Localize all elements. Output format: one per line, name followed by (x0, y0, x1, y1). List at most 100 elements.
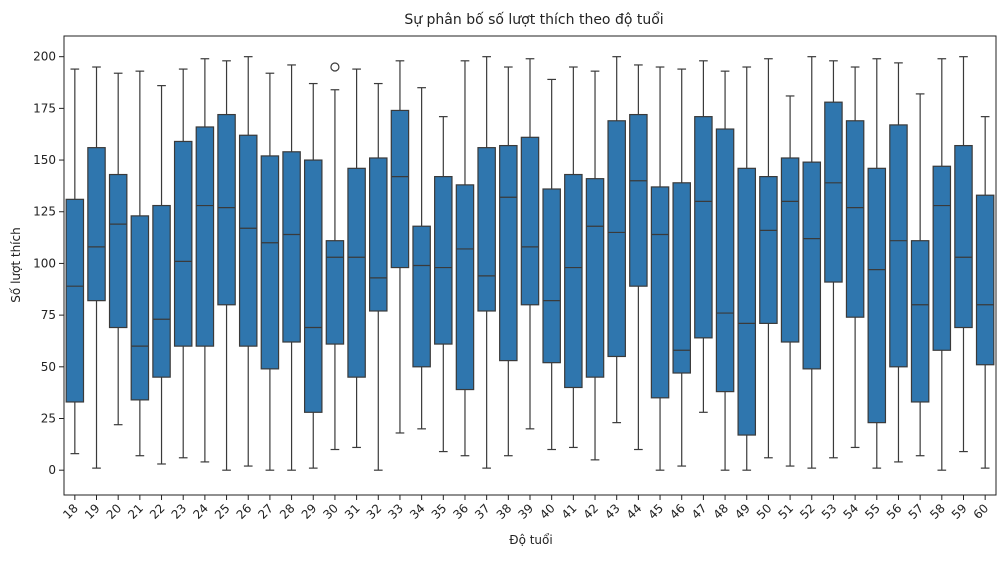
x-tick-label: 41 (559, 501, 580, 522)
y-tick-label: 25 (41, 412, 56, 426)
box-48 (715, 128, 735, 393)
x-tick-label: 45 (645, 501, 666, 522)
box-23 (173, 140, 193, 347)
y-tick-label: 100 (33, 256, 56, 270)
x-tick-label: 40 (537, 501, 558, 522)
x-tick-label: 48 (710, 501, 731, 522)
x-tick-label: 57 (906, 501, 927, 522)
x-tick-label: 31 (342, 501, 363, 522)
box-36 (455, 184, 475, 391)
y-tick-label: 50 (41, 360, 56, 374)
x-tick-label: 26 (234, 501, 255, 522)
y-tick-label: 150 (33, 153, 56, 167)
box-45 (650, 186, 670, 399)
box-50 (759, 175, 778, 324)
box-49 (737, 167, 757, 436)
x-tick-label: 44 (624, 501, 645, 522)
box-20 (108, 173, 128, 329)
box-60 (975, 194, 995, 366)
box-31 (347, 167, 366, 378)
x-tick-label: 20 (104, 501, 125, 522)
box-57 (910, 240, 930, 403)
x-tick-label: 35 (429, 501, 450, 522)
box-59 (954, 144, 973, 329)
box-41 (564, 173, 583, 389)
y-axis-label: Số lượt thích (9, 227, 23, 302)
y-tick-label: 175 (33, 101, 56, 115)
box-33 (390, 109, 410, 269)
box-43 (607, 120, 626, 358)
box-30 (325, 240, 345, 345)
box-27 (260, 155, 280, 370)
y-tick-label: 200 (33, 50, 56, 64)
box-34 (412, 225, 431, 368)
x-tick-label: 34 (407, 501, 428, 522)
box-38 (499, 144, 518, 362)
x-tick-label: 24 (190, 501, 211, 522)
x-tick-label: 53 (819, 501, 840, 522)
box-22 (152, 204, 171, 378)
x-tick-label: 33 (385, 501, 406, 522)
box-52 (802, 161, 822, 370)
x-tick-label: 46 (667, 501, 688, 522)
x-tick-label: 49 (732, 501, 753, 522)
x-tick-label: 25 (212, 501, 233, 522)
box-53 (824, 101, 843, 283)
box-37 (477, 147, 496, 312)
box-56 (889, 124, 908, 368)
box-51 (780, 157, 800, 343)
x-tick-label: 38 (494, 501, 515, 522)
x-tick-label: 30 (320, 501, 341, 522)
box-54 (845, 120, 865, 318)
x-tick-label: 36 (450, 501, 471, 522)
x-tick-label: 55 (862, 501, 883, 522)
box-47 (694, 116, 713, 339)
x-tick-label: 18 (60, 501, 81, 522)
x-tick-label: 60 (971, 501, 992, 522)
x-tick-label: 42 (580, 501, 601, 522)
x-tick-label: 58 (927, 501, 948, 522)
x-axis-label: Độ tuổi (509, 533, 552, 547)
box-26 (238, 134, 258, 347)
outlier-point (330, 62, 340, 72)
box-18 (65, 198, 85, 403)
y-tick-label: 0 (48, 463, 56, 477)
x-tick-label: 21 (125, 501, 146, 522)
x-tick-label: 22 (147, 501, 168, 522)
chart-title: Sự phân bố số lượt thích theo độ tuổi (404, 11, 663, 28)
x-tick-label: 43 (602, 501, 623, 522)
box-32 (369, 157, 388, 312)
y-tick-label: 125 (33, 205, 56, 219)
box-44 (629, 113, 648, 287)
box-35 (434, 175, 453, 345)
box-58 (932, 165, 952, 351)
x-tick-label: 47 (689, 501, 710, 522)
box-46 (672, 182, 691, 374)
x-tick-label: 54 (841, 501, 862, 522)
x-tick-label: 50 (754, 501, 775, 522)
box-39 (520, 136, 540, 306)
box-55 (867, 167, 887, 424)
box-25 (217, 113, 236, 306)
box-29 (303, 159, 323, 413)
y-tick-label: 75 (41, 308, 56, 322)
x-tick-label: 37 (472, 501, 493, 522)
x-tick-label: 27 (255, 501, 276, 522)
box-42 (585, 178, 605, 378)
box-24 (195, 126, 215, 347)
box-40 (542, 188, 561, 364)
x-tick-label: 39 (515, 501, 536, 522)
box-28 (282, 151, 301, 343)
x-tick-label: 29 (299, 501, 320, 522)
box-19 (87, 147, 106, 302)
plot-frame (63, 35, 997, 496)
x-tick-label: 32 (364, 501, 385, 522)
x-tick-label: 28 (277, 501, 298, 522)
x-tick-label: 56 (884, 501, 905, 522)
x-tick-label: 59 (949, 501, 970, 522)
x-tick-label: 23 (169, 501, 190, 522)
x-tick-label: 19 (82, 501, 103, 522)
